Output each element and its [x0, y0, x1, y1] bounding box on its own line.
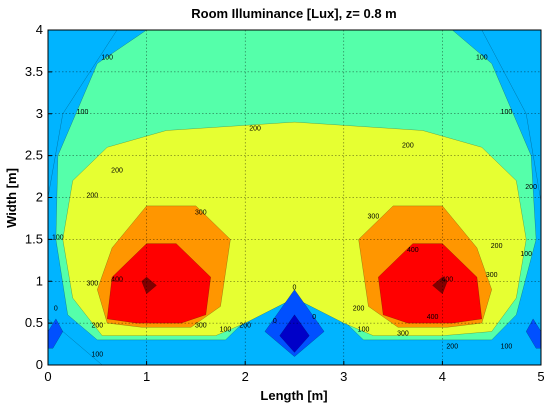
contour-region-level-low-10: [48, 318, 64, 349]
contour-region-level-peak-7: [141, 276, 157, 295]
y-tick-label-0: 0: [36, 357, 43, 372]
y-tick-label-5: 2.5: [25, 148, 43, 163]
y-tick-label-8: 4: [36, 22, 43, 37]
x-tick-label-4: 4: [439, 369, 446, 384]
contour-label-29: 400: [441, 276, 453, 283]
contour-label-25: 300: [397, 331, 409, 338]
contour-label-17: 200: [239, 322, 251, 329]
y-axis-ticks: 0 0.5 1 1.5 2 2.5 3 3.5 4: [25, 22, 52, 372]
y-tick-label-3: 1.5: [25, 231, 43, 246]
contour-label-8: 100: [358, 327, 370, 334]
contour-regions: [48, 30, 541, 365]
contour-label-11: 200: [111, 167, 123, 174]
contour-label-9: 100: [501, 343, 513, 350]
x-tick-label-0: 0: [44, 369, 51, 384]
x-axis-ticks: 0 1 2 3 4 5: [44, 361, 545, 384]
contour-region-level-400-5: [106, 243, 211, 324]
x-tick-label-3: 3: [340, 369, 347, 384]
y-tick-label-2: 1: [36, 273, 43, 288]
contour-label-23: 300: [486, 272, 498, 279]
contour-label-22: 300: [87, 280, 99, 287]
contour-labels: 100 100 100 100 100 100 100 100 100 100 200 200 200 2…: [52, 54, 537, 358]
contour-label-14: 200: [87, 193, 99, 200]
contour-label-3: 100: [501, 109, 513, 116]
contour-label-4: 100: [52, 234, 64, 241]
contour-label-24: 300: [195, 322, 207, 329]
contour-label-27: 400: [407, 247, 419, 254]
y-tick-label-7: 3.5: [25, 64, 43, 79]
contour-label-30: 0: [293, 285, 297, 292]
contour-label-6: 100: [91, 352, 103, 359]
grid-lines: [48, 30, 541, 365]
contour-label-20: 300: [195, 209, 207, 216]
contour-label-7: 100: [220, 327, 232, 334]
chart-title: Room Illuminance [Lux], z= 0.8 m: [191, 6, 397, 21]
x-tick-label-1: 1: [143, 369, 150, 384]
contour-label-21: 300: [368, 213, 380, 220]
contour-label-10: 200: [249, 126, 261, 133]
contour-label-19: 200: [446, 343, 458, 350]
x-axis-label: Length [m]: [260, 388, 327, 403]
contour-label-33: 0: [54, 306, 58, 313]
contour-region-level-darkest-12: [279, 314, 310, 353]
y-tick-label-1: 0.5: [25, 315, 43, 330]
x-tick-label-2: 2: [242, 369, 249, 384]
contour-label-13: 200: [525, 184, 537, 191]
x-tick-label-5: 5: [537, 369, 544, 384]
contour-region-level-low-11: [525, 318, 541, 349]
contour-label-12: 200: [402, 142, 414, 149]
contour-label-2: 100: [476, 54, 488, 61]
contour-label-31: 0: [312, 314, 316, 321]
contour-label-0: 100: [101, 54, 113, 61]
y-axis-label: Width [m]: [4, 168, 19, 228]
y-tick-label-6: 3: [36, 106, 43, 121]
contour-label-1: 100: [77, 109, 89, 116]
contour-label-26: 400: [111, 276, 123, 283]
contour-label-28: 400: [427, 314, 439, 321]
contour-label-5: 100: [520, 251, 532, 258]
contour-label-32: 0: [273, 318, 277, 325]
plot-area: 100 100 100 100 100 100 100 100 100 100 200 200 200 2…: [47, 29, 542, 366]
contour-label-18: 200: [353, 306, 365, 313]
y-tick-label-4: 2: [36, 190, 43, 205]
contour-label-15: 200: [491, 243, 503, 250]
contour-label-16: 200: [91, 322, 103, 329]
